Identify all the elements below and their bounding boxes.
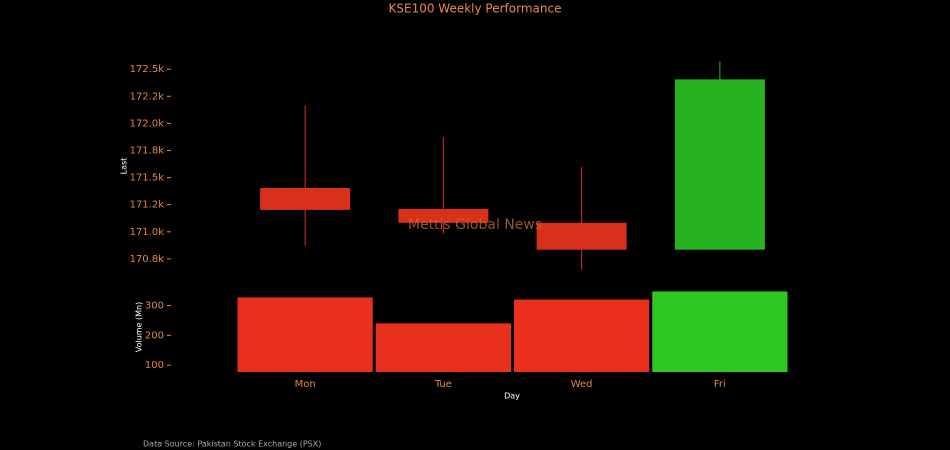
y-tick-label: 172.2k — [130, 91, 165, 102]
y-tick-label: 172.0k — [130, 118, 165, 129]
volume-bar — [237, 297, 373, 372]
y-tick-label: 171.2k — [130, 200, 165, 211]
y-tick-label: 172.5k — [130, 64, 165, 75]
candle-body — [674, 79, 765, 250]
volume-bar — [652, 291, 788, 372]
y-tick-label: 100 — [145, 360, 164, 371]
volume-bar — [514, 299, 650, 372]
y-tick-label: 300 — [145, 301, 164, 312]
source-note: Data Source: Pakistan Stock Exchange (PS… — [143, 440, 321, 449]
watermark: Mettis Global News — [408, 217, 542, 233]
x-tick-label: Mon — [295, 379, 316, 390]
y-tick-label: 171.0k — [130, 227, 165, 238]
candle-body — [536, 222, 627, 250]
y-tick-label: 170.8k — [130, 254, 165, 265]
y-tick-label: 171.8k — [130, 145, 165, 156]
x-tick-label: Fri — [714, 379, 726, 390]
x-tick-label: Tue — [434, 379, 452, 390]
volume-axis-label: Volume (Mn) — [135, 302, 144, 353]
candle-body — [398, 208, 489, 223]
y-tick-label: 171.5k — [130, 173, 165, 184]
chart-title: KSE100 Weekly Performance — [389, 2, 562, 16]
volume-bar — [375, 323, 511, 372]
y-axis-label: Last — [120, 158, 129, 175]
x-tick-label: Wed — [571, 379, 593, 390]
candle-body — [260, 188, 351, 210]
y-tick-label: 200 — [145, 330, 164, 341]
x-axis-label: Day — [504, 392, 520, 401]
